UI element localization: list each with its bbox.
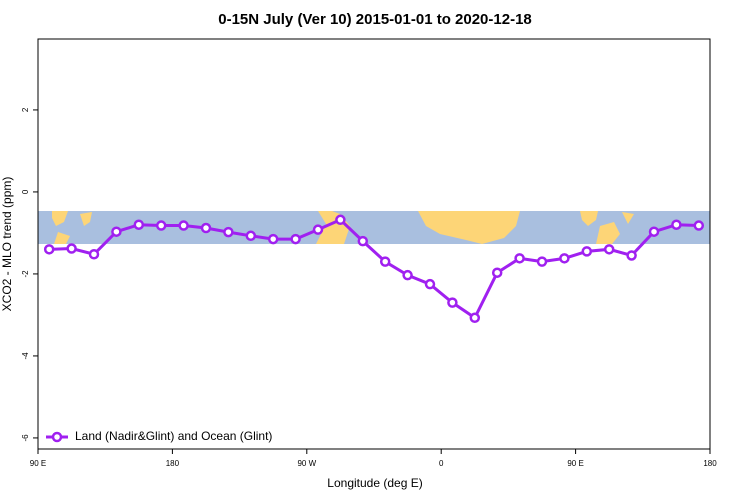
data-point bbox=[43, 244, 55, 255]
data-point bbox=[223, 226, 234, 238]
data-point bbox=[88, 249, 100, 260]
data-point bbox=[626, 250, 637, 261]
y-tick-label: 2 bbox=[21, 107, 30, 112]
y-tick-label: 0 bbox=[21, 189, 30, 194]
data-point bbox=[335, 214, 346, 226]
data-point bbox=[402, 269, 413, 281]
data-point bbox=[581, 246, 593, 257]
x-axis-label: Longitude (deg E) bbox=[327, 476, 422, 490]
data-point bbox=[178, 220, 189, 231]
x-tick-label: 90 W bbox=[297, 459, 316, 468]
data-point bbox=[491, 267, 503, 278]
data-point bbox=[357, 235, 369, 247]
data-point bbox=[379, 256, 391, 267]
data-point bbox=[200, 222, 212, 234]
data-point bbox=[648, 226, 660, 237]
data-point bbox=[267, 233, 279, 245]
data-point bbox=[245, 230, 257, 242]
data-point bbox=[559, 253, 570, 264]
data-point bbox=[66, 243, 77, 254]
x-tick-label: 90 E bbox=[567, 459, 583, 468]
data-point bbox=[671, 219, 682, 230]
legend-marker bbox=[51, 431, 63, 443]
data-point bbox=[312, 224, 324, 235]
data-point bbox=[469, 312, 481, 324]
x-tick-label: 90 E bbox=[30, 459, 46, 468]
chart-title: 0-15N July (Ver 10) 2015-01-01 to 2020-1… bbox=[218, 11, 532, 28]
data-point bbox=[514, 253, 525, 264]
data-point bbox=[447, 297, 458, 308]
x-tick-label: 0 bbox=[439, 459, 444, 468]
data-point bbox=[536, 256, 548, 267]
x-tick-label: 180 bbox=[166, 459, 180, 468]
data-point bbox=[290, 233, 301, 245]
data-point bbox=[424, 278, 436, 290]
data-point bbox=[111, 226, 122, 237]
plot-frame bbox=[37, 38, 711, 450]
data-point bbox=[133, 219, 145, 230]
x-tick-label: 180 bbox=[703, 459, 717, 468]
data-point bbox=[693, 220, 705, 231]
legend-label: Land (Nadir&Glint) and Ocean (Glint) bbox=[75, 429, 272, 443]
y-tick-label: -6 bbox=[21, 434, 30, 442]
y-tick-label: -4 bbox=[21, 352, 30, 360]
y-tick-label: -2 bbox=[21, 270, 30, 278]
y-axis-label: XCO2 - MLO trend (ppm) bbox=[0, 177, 14, 312]
data-point bbox=[155, 220, 167, 231]
map-land bbox=[52, 211, 634, 244]
data-point bbox=[603, 244, 615, 255]
